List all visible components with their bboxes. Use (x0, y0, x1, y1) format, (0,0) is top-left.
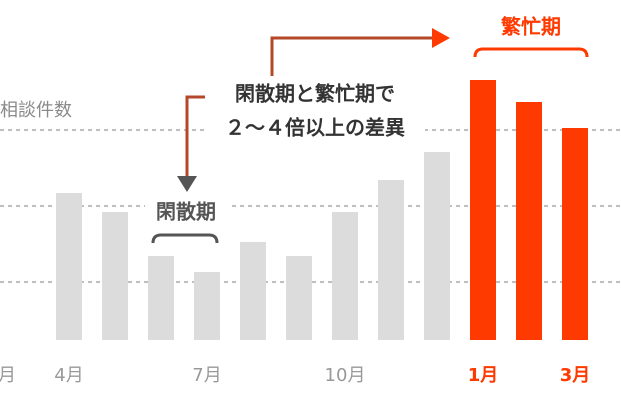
x-tick-label: 7月 (192, 365, 221, 386)
bar (562, 128, 588, 340)
bar (378, 180, 404, 340)
x-tick-label: 1月 (468, 365, 499, 386)
x-tick-label: 月 (0, 365, 16, 386)
bar (194, 272, 220, 340)
bracket (151, 233, 219, 244)
bracket (473, 47, 589, 58)
bar (240, 242, 266, 340)
y-label: 相談件数 (0, 100, 72, 121)
quiet-label: 閑散期 (156, 200, 216, 224)
note: ２〜４倍以上の差異 (225, 116, 405, 140)
busy-label: 繁忙期 (501, 15, 561, 39)
arrow-head (432, 28, 450, 48)
x-tick-label: 4月 (54, 365, 83, 386)
plot: 4月 7月 10月 1月 3月 (0, 80, 621, 386)
bar (102, 212, 128, 340)
bar (470, 80, 496, 340)
x-tick-label: 10月 (325, 365, 366, 386)
note: 閑散期と繁忙期で (235, 82, 395, 106)
quiet-bg (145, 198, 229, 228)
bar (286, 256, 312, 340)
bar (56, 193, 82, 340)
arrow-head (177, 176, 197, 192)
bar (516, 102, 542, 340)
bar (332, 212, 358, 340)
note-bg (205, 76, 425, 146)
bar (424, 152, 450, 340)
x-tick-label: 3月 (560, 365, 591, 386)
bar (148, 256, 174, 340)
